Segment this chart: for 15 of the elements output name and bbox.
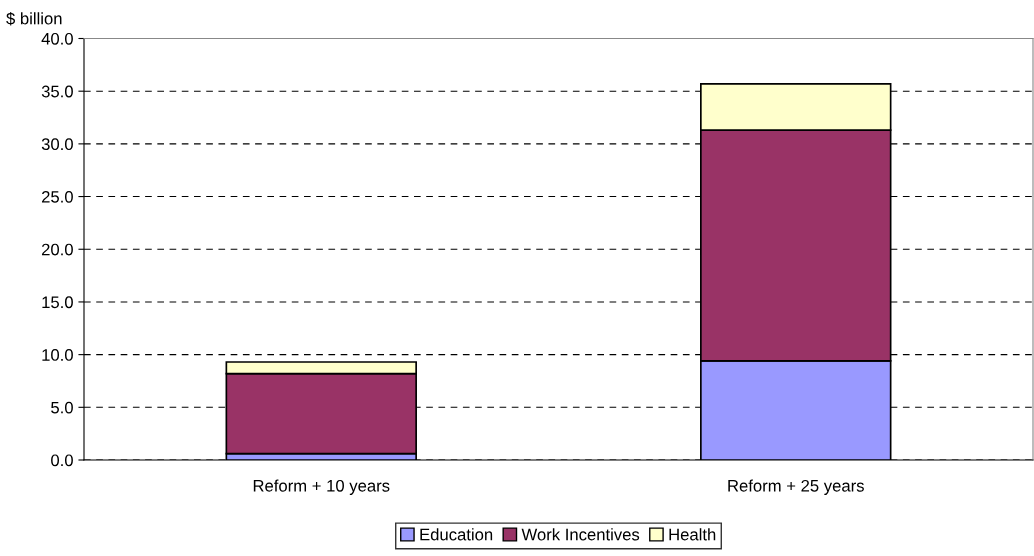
y-tick-label: 10.0 (42, 349, 73, 361)
y-tick-label: 35.0 (41, 85, 73, 98)
y-tick-label: 40.0 (41, 32, 73, 45)
legend-label: Work Incentives (521, 528, 640, 541)
y-tick-label: 15.0 (42, 296, 73, 309)
y-tick-label: 0.0 (51, 454, 73, 467)
x-tick-label: Reform + 10 years (253, 479, 390, 495)
y-tick-label: 25.0 (41, 190, 73, 203)
y-tick-label: 30.0 (41, 138, 73, 151)
y-tick-label: 20.0 (41, 243, 73, 256)
legend-label: Education (420, 528, 493, 541)
y-tick-label: 5.0 (51, 401, 73, 414)
legend-label: Health (669, 528, 716, 541)
y-axis-title: $ billion (6, 11, 62, 26)
x-tick-label: Reform + 25 years (728, 479, 864, 495)
